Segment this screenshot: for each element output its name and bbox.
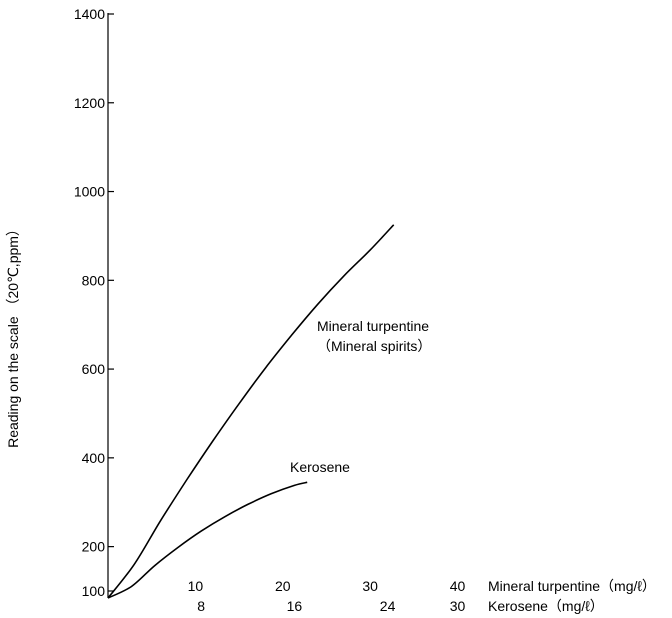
x-tick-label: 30	[362, 578, 378, 594]
x-tick-label: 10	[188, 578, 204, 594]
x-axis: 10 20 30 408 16 24 30	[188, 578, 466, 614]
y-tick-label: 800	[82, 272, 106, 288]
series-label-kerosene: Kerosene	[290, 459, 350, 475]
series-layer	[107, 224, 395, 599]
x-axis-title-mineral-turpentine: Mineral turpentine（mg/ℓ）	[488, 578, 656, 594]
y-axis: 100 200 400 600 800 1000 1200 1400	[74, 6, 114, 599]
x-tick-label: 24	[380, 598, 396, 614]
y-tick-label: 200	[82, 539, 106, 555]
x-axis-title-kerosene: Kerosene（mg/ℓ）	[488, 598, 604, 614]
y-axis-title: Reading on the scale （20℃,ppm）	[5, 222, 21, 448]
y-tick-label: 1000	[74, 184, 105, 200]
series-label-mineral-spirits: （Mineral spirits）	[317, 338, 431, 354]
y-tick-label: 100	[82, 583, 106, 599]
x-tick-label: 40	[450, 578, 466, 594]
x-tick-label: 8	[197, 598, 205, 614]
x-tick-label: 20	[275, 578, 291, 594]
x-tick-label: 30	[450, 598, 466, 614]
y-tick-label: 1400	[74, 6, 105, 22]
y-tick-label: 400	[82, 450, 106, 466]
series-label-mineral-turpentine: Mineral turpentine	[317, 318, 429, 334]
series-line-mineral-turpentine	[107, 224, 395, 599]
y-tick-label: 600	[82, 361, 106, 377]
x-tick-label: 16	[287, 598, 303, 614]
series-line-kerosene	[107, 481, 308, 599]
y-tick-label: 1200	[74, 95, 105, 111]
